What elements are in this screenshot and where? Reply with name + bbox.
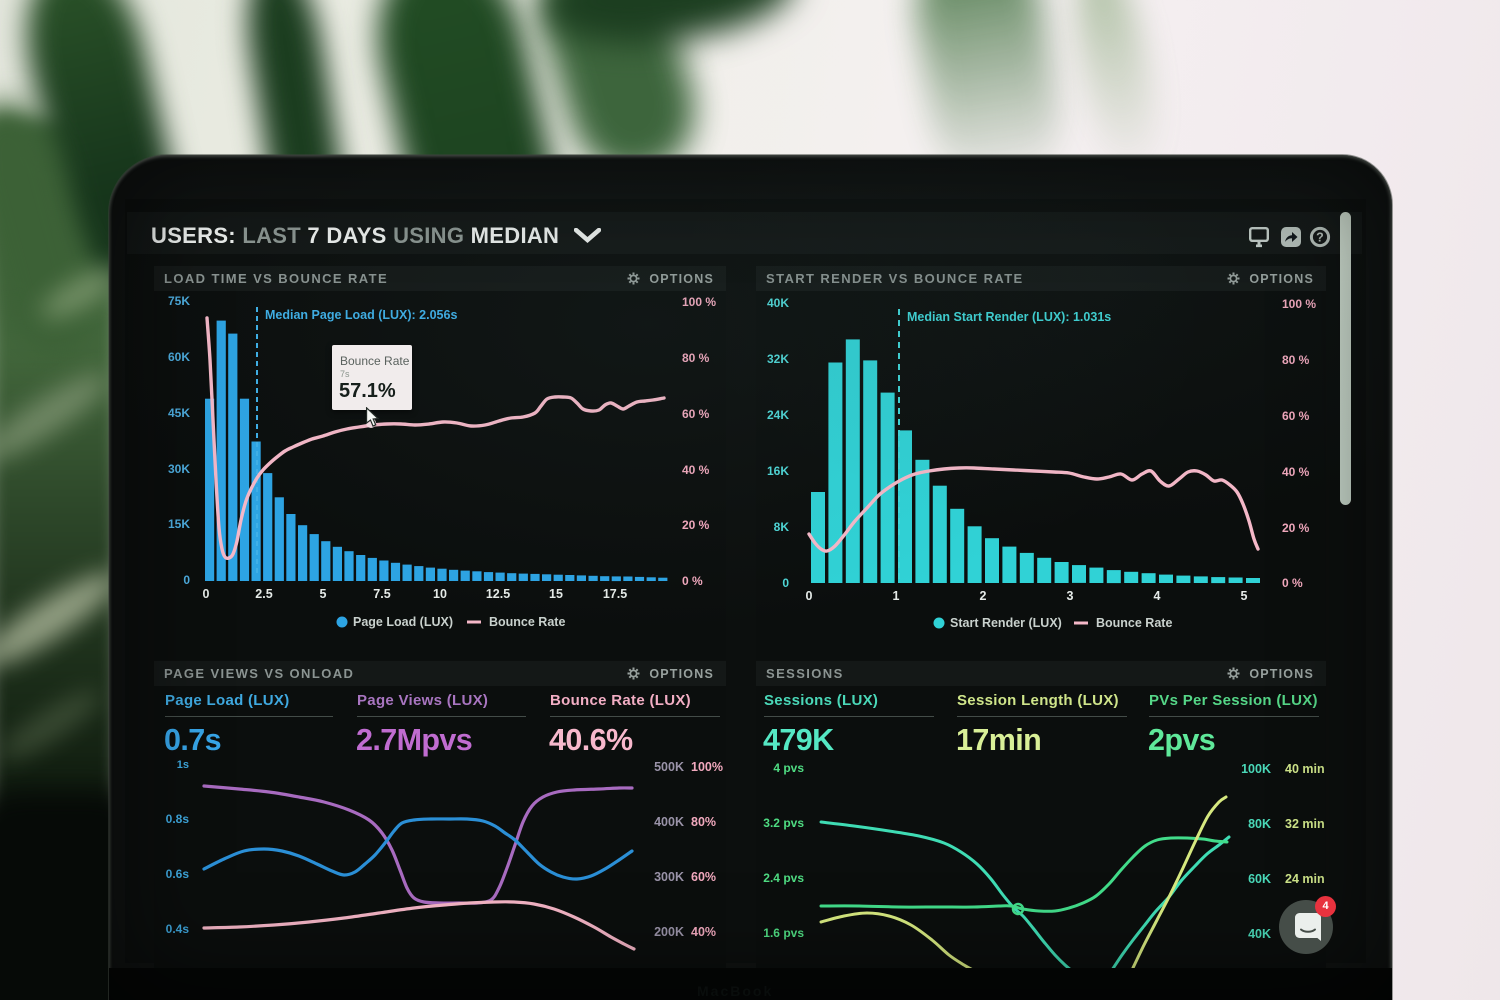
svg-text:400K: 400K: [654, 815, 684, 829]
svg-text:80 %: 80 %: [682, 351, 710, 365]
svg-text:80%: 80%: [691, 815, 716, 829]
svg-text:12.5: 12.5: [486, 587, 510, 601]
svg-text:40 %: 40 %: [1282, 465, 1310, 479]
svg-text:2.5: 2.5: [255, 587, 272, 601]
svg-text:?: ?: [1316, 231, 1324, 245]
svg-text:Bounce Rate: Bounce Rate: [489, 615, 565, 629]
svg-text:80K: 80K: [1248, 817, 1271, 831]
svg-text:17.5: 17.5: [603, 587, 627, 601]
svg-text:100 %: 100 %: [1282, 297, 1316, 311]
svg-text:16K: 16K: [767, 464, 789, 478]
svg-text:24 min: 24 min: [1285, 872, 1325, 886]
svg-text:300K: 300K: [654, 870, 684, 884]
svg-text:32K: 32K: [767, 352, 789, 366]
svg-text:2: 2: [980, 589, 987, 603]
svg-text:5: 5: [320, 587, 327, 601]
svg-text:1: 1: [893, 589, 900, 603]
svg-text:0: 0: [203, 587, 210, 601]
svg-text:4 pvs: 4 pvs: [773, 761, 804, 775]
svg-text:Median Start Render (LUX): 1.0: Median Start Render (LUX): 1.031s: [907, 310, 1111, 324]
svg-text:0: 0: [806, 589, 813, 603]
svg-text:0 %: 0 %: [682, 574, 703, 588]
svg-text:0: 0: [183, 573, 190, 587]
svg-text:500K: 500K: [654, 760, 684, 774]
svg-text:3.2 pvs: 3.2 pvs: [763, 816, 804, 830]
svg-text:100K: 100K: [1241, 762, 1271, 776]
svg-text:60 %: 60 %: [682, 407, 710, 421]
svg-text:40K: 40K: [767, 296, 789, 310]
svg-text:200K: 200K: [654, 925, 684, 939]
svg-text:3: 3: [1067, 589, 1074, 603]
svg-text:24K: 24K: [767, 408, 789, 422]
svg-text:0.4s: 0.4s: [166, 922, 190, 936]
svg-text:75K: 75K: [168, 294, 190, 308]
svg-text:5: 5: [1241, 589, 1248, 603]
svg-text:60 %: 60 %: [1282, 409, 1310, 423]
svg-text:40K: 40K: [1248, 927, 1271, 941]
svg-text:40 %: 40 %: [682, 463, 710, 477]
svg-text:60K: 60K: [168, 350, 190, 364]
svg-text:0.6s: 0.6s: [166, 867, 190, 881]
svg-text:0.8s: 0.8s: [166, 812, 190, 826]
svg-text:20 %: 20 %: [682, 518, 710, 532]
svg-text:0: 0: [782, 576, 789, 590]
svg-text:100 %: 100 %: [682, 295, 716, 309]
svg-text:30K: 30K: [168, 462, 190, 476]
svg-text:4: 4: [1154, 589, 1161, 603]
svg-text:Bounce Rate: Bounce Rate: [1096, 616, 1172, 630]
svg-text:80 %: 80 %: [1282, 353, 1310, 367]
svg-text:1.6 pvs: 1.6 pvs: [763, 926, 804, 940]
svg-text:60K: 60K: [1248, 872, 1271, 886]
svg-text:60%: 60%: [691, 870, 716, 884]
svg-text:40%: 40%: [691, 925, 716, 939]
svg-text:2.4 pvs: 2.4 pvs: [763, 871, 804, 885]
svg-text:Page Load (LUX): Page Load (LUX): [353, 615, 453, 629]
svg-text:Median Page Load (LUX): 2.056s: Median Page Load (LUX): 2.056s: [265, 308, 457, 322]
svg-text:15: 15: [549, 587, 563, 601]
svg-text:15K: 15K: [168, 517, 190, 531]
svg-text:7.5: 7.5: [373, 587, 390, 601]
svg-text:0 %: 0 %: [1282, 576, 1303, 590]
svg-text:100%: 100%: [691, 760, 723, 774]
svg-text:20 %: 20 %: [1282, 521, 1310, 535]
svg-text:Start Render (LUX): Start Render (LUX): [950, 616, 1062, 630]
svg-text:45K: 45K: [168, 406, 190, 420]
svg-text:40 min: 40 min: [1285, 762, 1325, 776]
svg-text:32 min: 32 min: [1285, 817, 1325, 831]
svg-text:10: 10: [433, 587, 447, 601]
svg-text:1s: 1s: [177, 759, 189, 771]
svg-text:8K: 8K: [774, 520, 790, 534]
